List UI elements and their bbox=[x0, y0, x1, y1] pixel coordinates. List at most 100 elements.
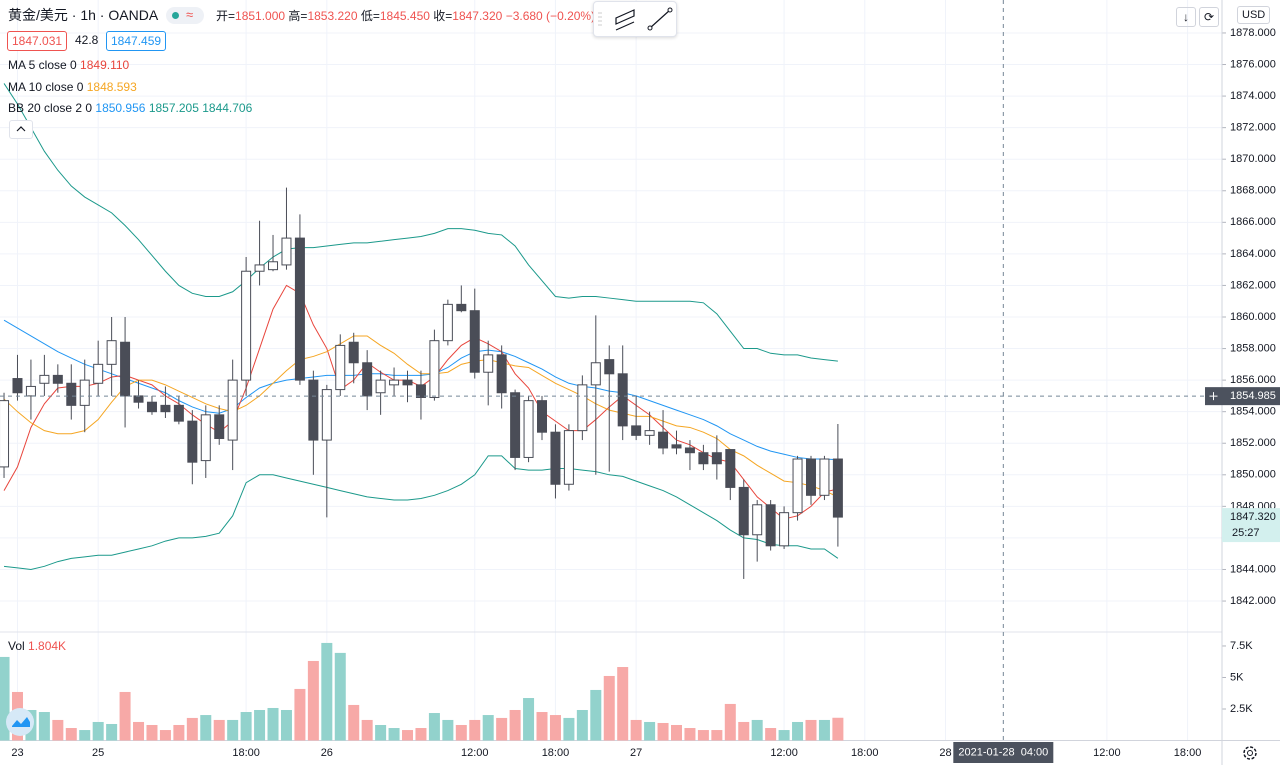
candle-body bbox=[738, 486, 749, 536]
candle-body bbox=[79, 379, 90, 406]
drawing-toolbar bbox=[593, 1, 677, 37]
volume-bar bbox=[617, 667, 629, 741]
candle-body bbox=[12, 378, 23, 394]
x-tick-label: 26 bbox=[321, 747, 333, 759]
candle-body bbox=[321, 389, 332, 441]
volume-bar bbox=[38, 712, 50, 741]
x-tick-label: 18:00 bbox=[851, 747, 879, 759]
candle-body bbox=[577, 384, 588, 432]
candle-body bbox=[281, 237, 292, 266]
volume-bar bbox=[778, 730, 790, 741]
volume-bar bbox=[590, 689, 602, 741]
volume-bar bbox=[415, 728, 427, 741]
settings[interactable] bbox=[1241, 744, 1259, 762]
volume-bar bbox=[509, 709, 521, 741]
candle-body bbox=[39, 374, 50, 384]
y-tick-label: 1852.000 bbox=[1230, 437, 1276, 449]
exchange: OANDA bbox=[108, 7, 159, 23]
logo[interactable] bbox=[6, 708, 34, 736]
spread: 42.8 bbox=[75, 33, 99, 47]
symbol: 黄金/美元 bbox=[8, 7, 68, 23]
volume-bar bbox=[644, 721, 656, 741]
bollinger-band bbox=[3, 455, 839, 570]
legend-name: MA 10 close 0 bbox=[8, 80, 84, 94]
candle-body bbox=[658, 431, 669, 449]
volume-bar bbox=[79, 730, 91, 741]
candle-body bbox=[631, 425, 642, 436]
candle-body bbox=[402, 379, 413, 386]
x-tick-label: 12:00 bbox=[1093, 747, 1121, 759]
bid[interactable]: 1847.031 bbox=[7, 31, 68, 51]
volume-bar bbox=[240, 712, 252, 741]
y-tick-label: 1872.000 bbox=[1230, 122, 1276, 134]
y-tick-label: 1878.000 bbox=[1230, 27, 1276, 39]
candle-body bbox=[563, 430, 574, 485]
candle-body bbox=[308, 379, 319, 441]
volume-bar bbox=[711, 730, 723, 741]
ma10-legend: MA 10 close 0 1848.593 bbox=[8, 79, 137, 95]
volume-bar bbox=[738, 721, 750, 741]
volume-bar bbox=[280, 709, 292, 741]
reset-button[interactable]: ⟳ bbox=[1199, 7, 1219, 27]
candle-body bbox=[711, 452, 722, 465]
currency[interactable]: USD bbox=[1237, 6, 1271, 24]
toolbar-icons[interactable] bbox=[594, 2, 676, 36]
scroll-button[interactable]: ↓ bbox=[1176, 7, 1196, 27]
y-tick-label: 1876.000 bbox=[1230, 58, 1276, 70]
ohlc-value: 1845.450 bbox=[379, 9, 430, 23]
collapse-button[interactable] bbox=[9, 120, 33, 139]
volume-bar bbox=[307, 660, 319, 741]
ohlc-label: 低= bbox=[360, 9, 380, 23]
volume-bar bbox=[442, 719, 454, 741]
y-tick-label: 1856.000 bbox=[1230, 374, 1276, 386]
volume-bar bbox=[348, 704, 360, 741]
candle-body bbox=[510, 392, 521, 458]
y-tick-label: 1844.000 bbox=[1230, 563, 1276, 575]
status-icon: ≈ bbox=[186, 7, 194, 22]
ask[interactable]: 1847.459 bbox=[106, 31, 167, 51]
candle-body bbox=[268, 261, 279, 271]
volume-bar bbox=[455, 724, 467, 741]
legend-name: BB 20 close 2 0 bbox=[8, 101, 93, 115]
x-tick-label: 23 bbox=[11, 747, 23, 759]
volume-bar bbox=[133, 721, 145, 741]
volume-bar bbox=[254, 709, 266, 741]
candle-body bbox=[200, 414, 211, 462]
volume-bar bbox=[684, 728, 696, 741]
volume-bar bbox=[818, 719, 830, 741]
ohlc-label: 高= bbox=[288, 9, 308, 23]
candle-body bbox=[725, 449, 736, 488]
candle-body bbox=[617, 373, 628, 427]
y-tick-label: 1868.000 bbox=[1230, 185, 1276, 197]
candle-body bbox=[752, 504, 763, 536]
volume-bar bbox=[670, 724, 682, 741]
legend-value: 1849.110 bbox=[80, 58, 130, 72]
candle-body bbox=[120, 341, 131, 397]
volume-bar bbox=[603, 675, 615, 741]
volume-bar bbox=[482, 715, 494, 741]
crosshair-time-box bbox=[953, 742, 1054, 763]
volume-bar bbox=[173, 724, 185, 741]
ma5-legend: MA 5 close 0 1849.110 bbox=[8, 57, 129, 73]
candle-body bbox=[241, 270, 252, 381]
volume-bar bbox=[697, 730, 709, 741]
volume-bar bbox=[334, 652, 346, 741]
candle-body bbox=[294, 237, 305, 381]
volume-tick-label: 7.5K bbox=[1230, 640, 1253, 652]
candle-body bbox=[146, 401, 157, 413]
volume-bar bbox=[428, 713, 440, 741]
y-tick-label: 1842.000 bbox=[1230, 595, 1276, 607]
interval[interactable]: 1h bbox=[80, 7, 96, 23]
candle-body bbox=[66, 382, 77, 406]
candle-body bbox=[671, 444, 682, 449]
volume-bar bbox=[267, 707, 279, 741]
candle-body bbox=[523, 400, 534, 458]
volume-bar bbox=[361, 719, 373, 741]
candle-body bbox=[106, 340, 117, 365]
volume-bar bbox=[724, 703, 736, 741]
volume-bar bbox=[765, 728, 777, 741]
legend-value: 1848.593 bbox=[86, 80, 137, 94]
volume-bar bbox=[200, 715, 212, 741]
volume-bar bbox=[159, 730, 171, 741]
ohlc-value: 1853.220 bbox=[307, 9, 358, 23]
